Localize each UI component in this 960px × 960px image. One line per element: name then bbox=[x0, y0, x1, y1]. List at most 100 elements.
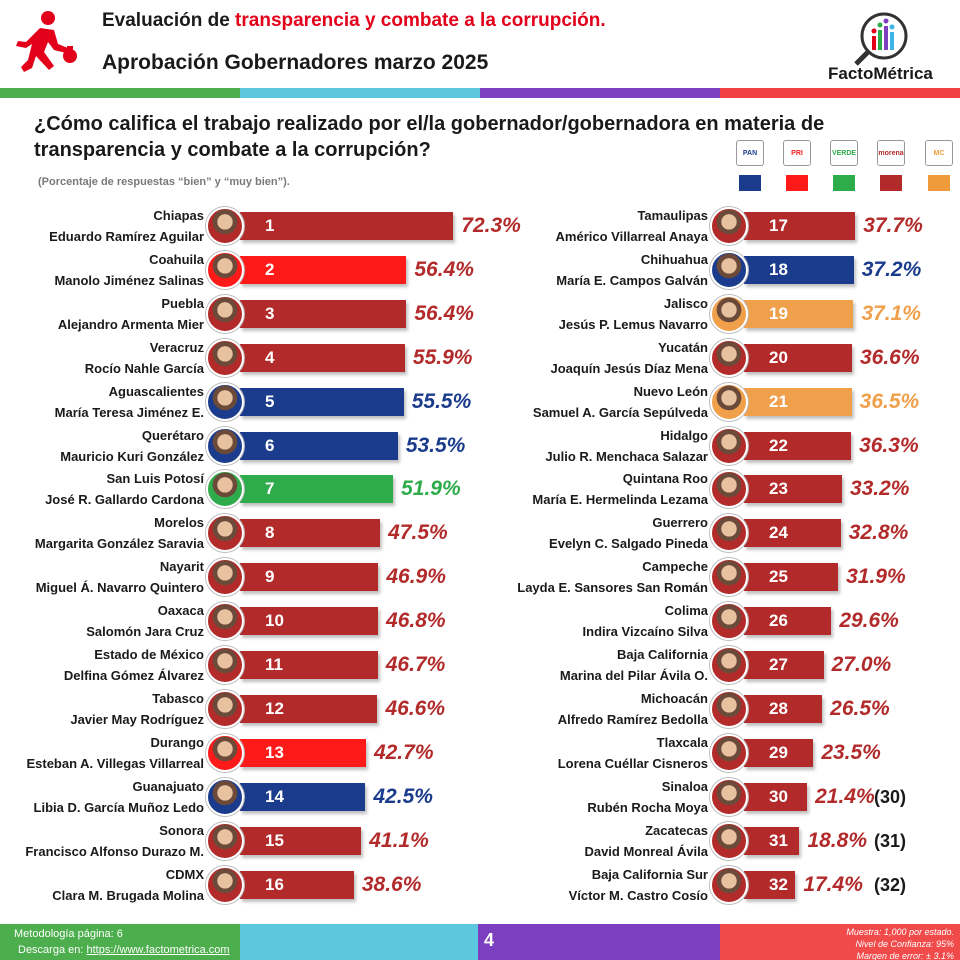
rank-number: 20 bbox=[769, 347, 788, 367]
governor-name: María E. Hermelinda Lezama bbox=[532, 492, 708, 508]
legend-swatch-pvem bbox=[833, 175, 855, 191]
row-label: Colima Indira Vizcaíno Silva bbox=[388, 600, 708, 642]
page-subtitle: Aprobación Gobernadores marzo 2025 bbox=[102, 51, 489, 74]
bar bbox=[240, 870, 354, 899]
pvem-logo-icon: VERDE bbox=[830, 140, 858, 166]
rank-number: 16 bbox=[265, 874, 284, 894]
bar bbox=[744, 299, 854, 328]
state-name: Querétaro bbox=[141, 427, 204, 443]
avatar bbox=[710, 207, 748, 245]
value-label: 29.6% bbox=[839, 609, 899, 633]
value-label: 46.7% bbox=[385, 653, 446, 676]
value-label: 46.9% bbox=[386, 565, 446, 589]
bar bbox=[240, 694, 378, 723]
value-label: 55.9% bbox=[412, 345, 473, 369]
title-highlight: transparencia y combate a la corrupción. bbox=[235, 10, 606, 31]
avatar bbox=[206, 821, 244, 860]
download-prefix: Descarga en: bbox=[18, 944, 87, 956]
bar bbox=[240, 651, 378, 679]
legend-swatch-mc bbox=[928, 175, 950, 191]
row-label: Nayarit Miguel Á. Navarro Quintero bbox=[0, 556, 204, 598]
governor-name: Marina del Pilar Ávila O. bbox=[559, 668, 708, 683]
state-name: Guerrero bbox=[652, 515, 708, 531]
row-label: Yucatán Joaquín Jesús Díaz Mena bbox=[388, 337, 709, 379]
governor-name: Delfina Gómez Álvarez bbox=[63, 668, 204, 683]
bar bbox=[744, 651, 824, 679]
rank-number: 24 bbox=[769, 523, 788, 543]
bar bbox=[240, 431, 398, 460]
bar bbox=[744, 475, 842, 504]
value-label: 36.5% bbox=[859, 389, 920, 413]
rank-number: 29 bbox=[769, 742, 788, 762]
avatar bbox=[206, 558, 244, 597]
governor-name: Francisco Alfonso Durazo M. bbox=[25, 843, 204, 859]
state-name: Tamaulipas bbox=[637, 208, 708, 223]
rank-number: 23 bbox=[769, 479, 788, 499]
avatar bbox=[710, 777, 748, 816]
avatar bbox=[206, 733, 244, 772]
state-name: Chihuahua bbox=[640, 251, 708, 267]
bar bbox=[240, 826, 362, 855]
state-name: Jalisco bbox=[663, 295, 708, 311]
avatar bbox=[206, 470, 244, 509]
row-label: Hidalgo Julio R. Menchaca Salazar bbox=[388, 425, 708, 467]
bar bbox=[240, 299, 407, 328]
value-label: 37.1% bbox=[861, 301, 921, 325]
rank-number: 5 bbox=[265, 391, 275, 411]
state-name: CDMX bbox=[165, 866, 204, 882]
state-name: Baja California bbox=[616, 647, 708, 662]
row-label: Baja California Sur Víctor M. Castro Cosí… bbox=[388, 864, 708, 906]
governor-name: Manolo Jiménez Salinas bbox=[54, 272, 204, 288]
rank-number: 4 bbox=[265, 347, 275, 367]
margin-of-error: Margen de error: ± 3.1% bbox=[856, 951, 954, 960]
bar bbox=[744, 607, 832, 636]
row-label: Guerrero Evelyn C. Salgado Pineda bbox=[388, 512, 708, 554]
value-label: 37.2% bbox=[861, 257, 922, 281]
governor-name: Jesús P. Lemus Navarro bbox=[558, 316, 708, 332]
rank-number: 19 bbox=[769, 303, 788, 323]
bar bbox=[744, 519, 841, 548]
legend-swatch-pri bbox=[786, 175, 808, 191]
value-label: 38.6% bbox=[361, 872, 422, 896]
avatar bbox=[206, 646, 244, 684]
bar bbox=[744, 255, 854, 284]
avatar bbox=[710, 558, 748, 597]
bar bbox=[744, 563, 839, 592]
avatar bbox=[206, 382, 244, 421]
rank-number: 7 bbox=[265, 479, 275, 499]
footer bbox=[0, 924, 960, 960]
row-label: Coahuila Manolo Jiménez Salinas bbox=[0, 249, 204, 291]
bar bbox=[240, 563, 379, 592]
governor-name: Samuel A. García Sepúlveda bbox=[532, 404, 708, 420]
rank-number: 3 bbox=[265, 303, 275, 323]
rank-number: 9 bbox=[265, 567, 275, 587]
rank-number: 13 bbox=[265, 742, 284, 762]
question-text: ¿Cómo califica el trabajo realizado por … bbox=[34, 113, 825, 161]
governor-name: Mauricio Kuri González bbox=[60, 448, 204, 464]
state-name: Veracruz bbox=[149, 339, 204, 355]
title-prefix: Evaluación de bbox=[102, 10, 236, 31]
avatar bbox=[710, 426, 748, 465]
avatar bbox=[206, 250, 244, 289]
governor-name: Esteban A. Villegas Villarreal bbox=[26, 755, 204, 771]
state-name: Sinaloa bbox=[661, 778, 708, 794]
value-label: 36.6% bbox=[859, 345, 920, 369]
download-link[interactable]: https://www.factometrica.com bbox=[86, 944, 230, 956]
legend-item-mc: MC bbox=[925, 140, 955, 191]
row-label: Tlaxcala Lorena Cuéllar Cisneros bbox=[388, 732, 708, 774]
state-name: Baja California Sur bbox=[591, 866, 708, 882]
legend-item-pan: PAN bbox=[736, 140, 766, 191]
bar bbox=[240, 212, 454, 240]
bar bbox=[240, 255, 407, 284]
row-label: Estado de México Delfina Gómez Álvarez bbox=[0, 644, 204, 686]
rank-number: 25 bbox=[769, 567, 788, 587]
confidence-level: Nivel de Confianza: 95% bbox=[855, 939, 954, 949]
governor-name: Layda E. Sansores San Román bbox=[517, 580, 708, 596]
state-name: Puebla bbox=[161, 295, 204, 311]
row-label: Tamaulipas Américo Villarreal Anaya bbox=[388, 205, 708, 247]
value-label: 27.0% bbox=[831, 653, 892, 676]
pan-logo-icon: PAN bbox=[736, 140, 764, 166]
row-label: San Luis Potosí José R. Gallardo Cardona bbox=[0, 468, 204, 510]
avatar bbox=[710, 382, 748, 421]
avatar bbox=[206, 207, 244, 245]
